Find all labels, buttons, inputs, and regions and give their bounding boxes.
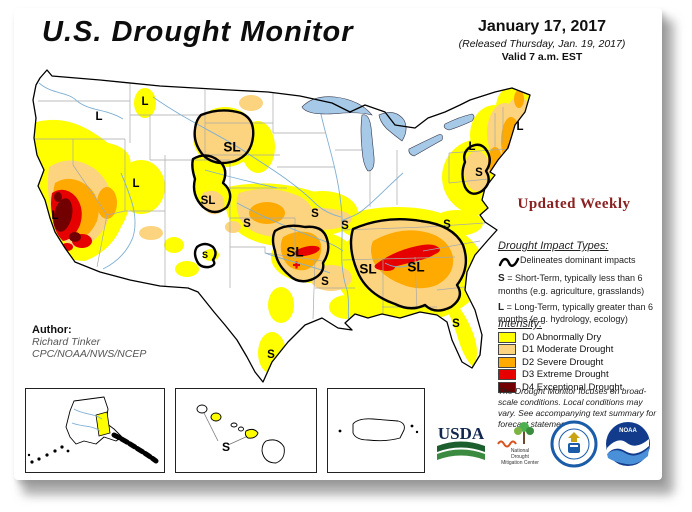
noaa-logo: NOAA (604, 420, 652, 473)
short-term-text: = Short-Term, typically less than 6 mont… (498, 273, 645, 296)
author-block: Author: Richard Tinker CPC/NOAA/NWS/NCEP (32, 324, 146, 360)
intensity-legend-item: D3 Extreme Drought (498, 369, 660, 380)
intensity-swatch-d0 (498, 331, 516, 343)
hawaii-svg: S (196, 404, 285, 464)
intensity-legend-item: D1 Moderate Drought (498, 344, 660, 355)
intensity-rows: D0 Abnormally Dry D1 Moderate Drought D2 S… (498, 331, 660, 393)
long-term-text: = Long-Term, typically greater than 6 mo… (498, 301, 653, 325)
intensity-label: D3 Extreme Drought (522, 369, 609, 380)
impact-types-legend: Drought Impact Types: Delineates dominan… (498, 240, 660, 326)
conus-map-svg (32, 69, 531, 383)
intensity-swatch-d2 (498, 356, 516, 368)
dept-of-commerce-seal (550, 420, 598, 473)
valid-time: Valid 7 a.m. EST (501, 51, 583, 63)
intensity-label: D2 Severe Drought (522, 356, 604, 368)
footnote-text: The Drought Monitor focuses on broad-sca… (498, 386, 657, 430)
updated-weekly-note: Updated Weekly (517, 196, 631, 212)
impact-region-outlines (191, 109, 491, 312)
date-block: January 17, 2017 (Released Thursday, Jan… (434, 18, 650, 63)
intensity-swatch-d4 (498, 381, 516, 393)
intensity-heading: Intensity: (498, 318, 543, 330)
author-org: CPC/NOAA/NWS/NCEP (32, 348, 147, 360)
intensity-legend-item: D0 Abnormally Dry (498, 331, 660, 343)
impact-line-icon (498, 257, 520, 267)
usda-logo: USDA (435, 422, 487, 471)
drought-monitor-page: U.S. Drought Monitor January 17, 2017 (R… (14, 8, 662, 480)
long-term-code: L (498, 301, 505, 313)
svg-text:Drought: Drought (511, 454, 529, 460)
hawaii-impact-label: S (222, 440, 230, 454)
svg-text:National: National (511, 448, 529, 454)
conus-outline (32, 69, 531, 383)
state-borders-layer (34, 80, 514, 320)
long-term-definition: L = Long-Term, typically greater than 6 … (498, 302, 660, 326)
alaska-svg (27, 396, 159, 464)
intensity-label: D4 Exceptional Drought (522, 381, 623, 393)
author-name: Richard Tinker (32, 336, 101, 348)
noaa-logo-text: NOAA (619, 428, 637, 434)
short-term-definition: S = Short-Term, typically less than 6 mo… (498, 273, 660, 297)
intensity-label: D0 Abnormally Dry (522, 331, 602, 343)
drought-shading-layer (33, 78, 530, 374)
impact-legend-heading: Drought Impact Types: (498, 240, 609, 252)
intensity-label: D1 Moderate Drought (522, 344, 614, 355)
intensity-legend-item: D4 Exceptional Drought (498, 381, 660, 393)
usda-logo-text: USDA (438, 424, 485, 443)
alaska-inset-map (25, 388, 165, 473)
svg-text:Mitigation Center: Mitigation Center (501, 460, 539, 466)
drought-mitigation-center-logo: National Drought Mitigation Center (494, 418, 546, 475)
intensity-legend-item: D2 Severe Drought (498, 356, 660, 368)
intensity-legend: Intensity: D0 Abnormally Dry D1 Moderate … (498, 318, 660, 393)
page-title: U.S. Drought Monitor (42, 16, 354, 48)
release-date: (Released Thursday, Jan. 19, 2017) (458, 38, 626, 50)
intensity-swatch-d3 (498, 369, 516, 380)
map-date: January 17, 2017 (477, 18, 607, 35)
puerto-rico-svg (338, 418, 419, 442)
d4-exceptional-drought-areas (53, 192, 81, 242)
short-term-code: S (498, 273, 505, 284)
intensity-swatch-d1 (498, 344, 516, 355)
aleutian-islands (27, 445, 70, 464)
puerto-rico-inset-map (327, 388, 425, 473)
delineates-text: Delineates dominant impacts (520, 255, 636, 265)
rivers-layer (38, 82, 421, 328)
author-heading: Author: (32, 324, 72, 336)
hawaii-inset-map: S (175, 388, 317, 473)
